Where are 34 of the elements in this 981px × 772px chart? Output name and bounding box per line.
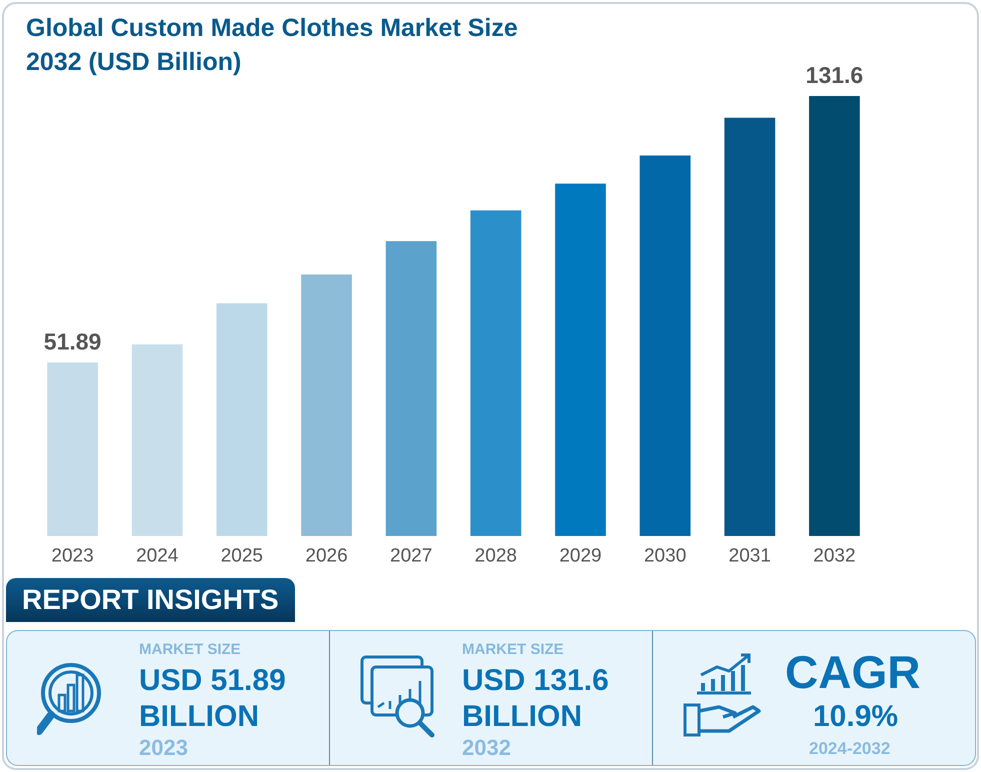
- x-tick-label: 2023: [51, 546, 94, 566]
- text: Global Custom Made Clothes Market Size: [26, 14, 518, 42]
- text: 2032: [462, 735, 511, 761]
- bar: [555, 184, 606, 536]
- data-label: 131.6: [806, 62, 864, 88]
- x-tick-label: 2032: [813, 546, 856, 566]
- bar: [470, 210, 522, 536]
- text: REPORT INSIGHTS: [6, 578, 295, 622]
- bar: [809, 96, 860, 536]
- text: USD 51.89 BILLION: [139, 663, 287, 735]
- x-tick-label: 2029: [559, 546, 602, 566]
- text: CAGR: [785, 645, 920, 699]
- text: 2032 (USD Billion): [26, 48, 242, 76]
- bar: [47, 362, 98, 536]
- x-tick-label: 2028: [474, 546, 517, 566]
- data-label: 51.89: [44, 328, 102, 355]
- text: 2023: [139, 735, 188, 761]
- x-tick-label: 2025: [220, 546, 264, 566]
- x-tick-label: 2024: [136, 546, 179, 566]
- bar: [640, 156, 691, 536]
- bar: [216, 303, 268, 536]
- text: USD 131.6 BILLION: [462, 663, 610, 735]
- text: 10.9%: [813, 699, 898, 735]
- x-tick-label: 2026: [305, 546, 348, 566]
- text: 2024-2032: [809, 739, 890, 759]
- x-tick-label: 2031: [728, 546, 771, 566]
- bar: [132, 344, 183, 536]
- bar: [724, 118, 776, 536]
- x-tick-label: 2027: [390, 546, 432, 566]
- x-tick-label: 2030: [644, 546, 686, 566]
- bar: [301, 274, 352, 536]
- text: MARKET SIZE: [462, 641, 564, 658]
- text: MARKET SIZE: [139, 641, 241, 658]
- bar: [386, 241, 437, 536]
